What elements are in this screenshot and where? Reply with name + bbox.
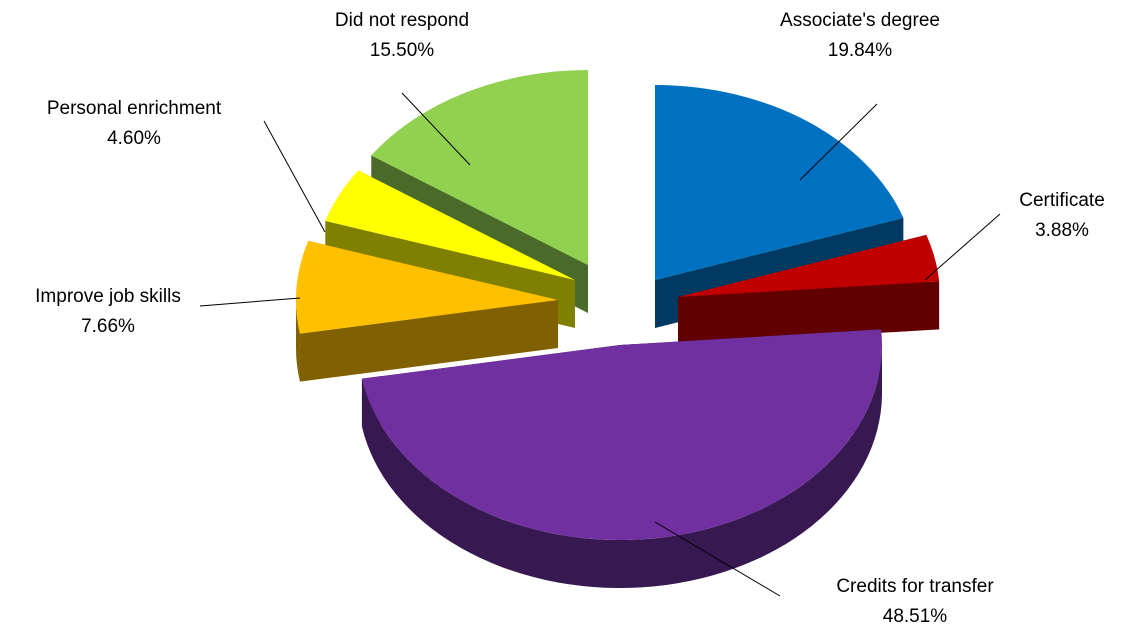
slice-top-improve-job-skills (296, 240, 558, 334)
slice-name-label: Associate's degree (780, 10, 940, 31)
slice-credits-for-transfer (361, 329, 882, 588)
slice-top-credits-for-transfer (361, 329, 882, 540)
slice-value-label: 19.84% (828, 40, 893, 61)
leader-line-certificate (924, 213, 1001, 281)
slice-value-label: 48.51% (883, 606, 948, 627)
leader-line-credits-for-transfer (654, 521, 781, 597)
slice-name-label: Credits for transfer (836, 576, 994, 597)
slice-top-did-not-respond (371, 70, 588, 265)
slice-top-associate-s-degree (655, 85, 904, 280)
slice-top-personal-enrichment (325, 170, 575, 280)
slice-value-label: 4.60% (107, 128, 161, 149)
slice-name-label: Certificate (1019, 190, 1105, 211)
slice-wall-certificate-1 (678, 281, 940, 345)
slice-value-label: 15.50% (370, 40, 435, 61)
slice-name-label: Did not respond (335, 10, 469, 31)
slice-side-credits-for-transfer (361, 347, 882, 588)
leader-line-personal-enrichment (263, 120, 326, 233)
slice-top-certificate (678, 234, 940, 297)
leader-line-associate-s-degree (799, 103, 878, 181)
slice-name-label: Personal enrichment (47, 98, 222, 119)
slice-name-label: Improve job skills (35, 286, 181, 307)
leader-line-did-not-respond (401, 92, 471, 166)
slice-improve-job-skills (296, 240, 558, 382)
leader-line-improve-job-skills (199, 297, 301, 307)
slice-side-improve-job-skills (296, 300, 300, 382)
slice-certificate (678, 234, 940, 345)
slice-value-label: 7.66% (81, 316, 135, 337)
slice-value-label: 3.88% (1035, 220, 1089, 241)
